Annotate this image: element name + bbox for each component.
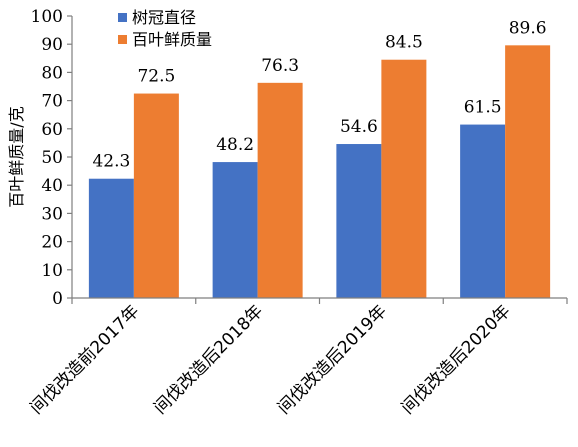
legend-label: 树冠直径 bbox=[132, 8, 196, 27]
legend-swatch bbox=[118, 13, 127, 22]
bar-leaf-fresh-weight bbox=[381, 59, 427, 299]
bar-leaf-fresh-weight bbox=[505, 45, 551, 298]
data-label: 54.6 bbox=[340, 117, 378, 137]
y-tick-label: 40 bbox=[41, 176, 63, 196]
data-label: 42.3 bbox=[92, 152, 130, 172]
x-category-label: 间伐改造后2020年 bbox=[398, 301, 515, 418]
y-tick-label: 30 bbox=[41, 204, 63, 224]
bar-crown-diameter bbox=[212, 162, 258, 298]
y-tick-label: 80 bbox=[41, 63, 63, 83]
bar-leaf-fresh-weight bbox=[133, 93, 179, 298]
y-tick-label: 70 bbox=[41, 92, 63, 112]
data-label: 61.5 bbox=[464, 98, 502, 118]
y-tick-label: 20 bbox=[41, 233, 63, 253]
bar-crown-diameter bbox=[336, 144, 382, 298]
legend-label: 百叶鲜质量 bbox=[132, 30, 212, 49]
y-tick-label: 0 bbox=[52, 289, 63, 309]
bar-crown-diameter bbox=[88, 178, 134, 298]
x-category-label: 间伐改造后2019年 bbox=[274, 301, 391, 418]
data-label: 72.5 bbox=[137, 67, 175, 87]
axes-layer: 0 10 20 30 40 50 60 70 80 90 100 bbox=[31, 7, 568, 309]
data-label: 48.2 bbox=[216, 135, 254, 155]
x-category-label: 间伐改造后2018年 bbox=[150, 301, 267, 418]
y-tick-label: 60 bbox=[41, 120, 63, 140]
bar-crown-diameter bbox=[460, 124, 506, 298]
x-category-label: 间伐改造前2017年 bbox=[27, 301, 144, 418]
y-tick-label: 10 bbox=[41, 261, 63, 281]
data-label: 76.3 bbox=[261, 56, 299, 76]
y-tick-label: 90 bbox=[41, 35, 63, 55]
y-tick-label: 100 bbox=[31, 7, 63, 27]
legend-swatch bbox=[118, 35, 127, 44]
y-tick-label: 50 bbox=[41, 148, 63, 168]
data-label: 84.5 bbox=[385, 33, 423, 53]
data-label: 89.6 bbox=[509, 18, 547, 38]
y-axis-title: 百叶鲜质量/克 bbox=[7, 106, 26, 207]
bars-layer bbox=[88, 45, 551, 299]
bar-leaf-fresh-weight bbox=[257, 82, 303, 298]
